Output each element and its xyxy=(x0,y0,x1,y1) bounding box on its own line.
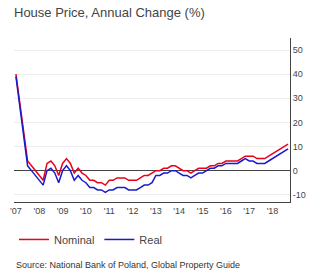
svg-text:'16: '16 xyxy=(220,206,232,216)
svg-text:30: 30 xyxy=(293,93,303,103)
svg-text:'11: '11 xyxy=(104,206,115,216)
svg-text:40: 40 xyxy=(293,69,303,79)
svg-text:'12: '12 xyxy=(127,206,139,216)
svg-text:'15: '15 xyxy=(197,206,209,216)
svg-text:'14: '14 xyxy=(173,206,185,216)
svg-text:20: 20 xyxy=(293,118,303,128)
svg-text:50: 50 xyxy=(293,45,303,55)
svg-text:10: 10 xyxy=(293,142,303,152)
svg-text:0: 0 xyxy=(293,166,298,176)
svg-text:Nominal: Nominal xyxy=(54,234,94,246)
svg-text:'17: '17 xyxy=(243,206,255,216)
svg-text:-10: -10 xyxy=(293,190,306,200)
svg-text:'18: '18 xyxy=(267,206,279,216)
svg-text:'08: '08 xyxy=(33,206,45,216)
svg-text:Source: National Bank of Polan: Source: National Bank of Poland, Global … xyxy=(16,260,240,270)
svg-text:'09: '09 xyxy=(57,206,69,216)
svg-text:'07: '07 xyxy=(10,206,22,216)
svg-text:'10: '10 xyxy=(80,206,92,216)
svg-text:House Price, Annual Change (%): House Price, Annual Change (%) xyxy=(14,5,205,20)
svg-text:'13: '13 xyxy=(150,206,162,216)
svg-text:Real: Real xyxy=(139,234,162,246)
